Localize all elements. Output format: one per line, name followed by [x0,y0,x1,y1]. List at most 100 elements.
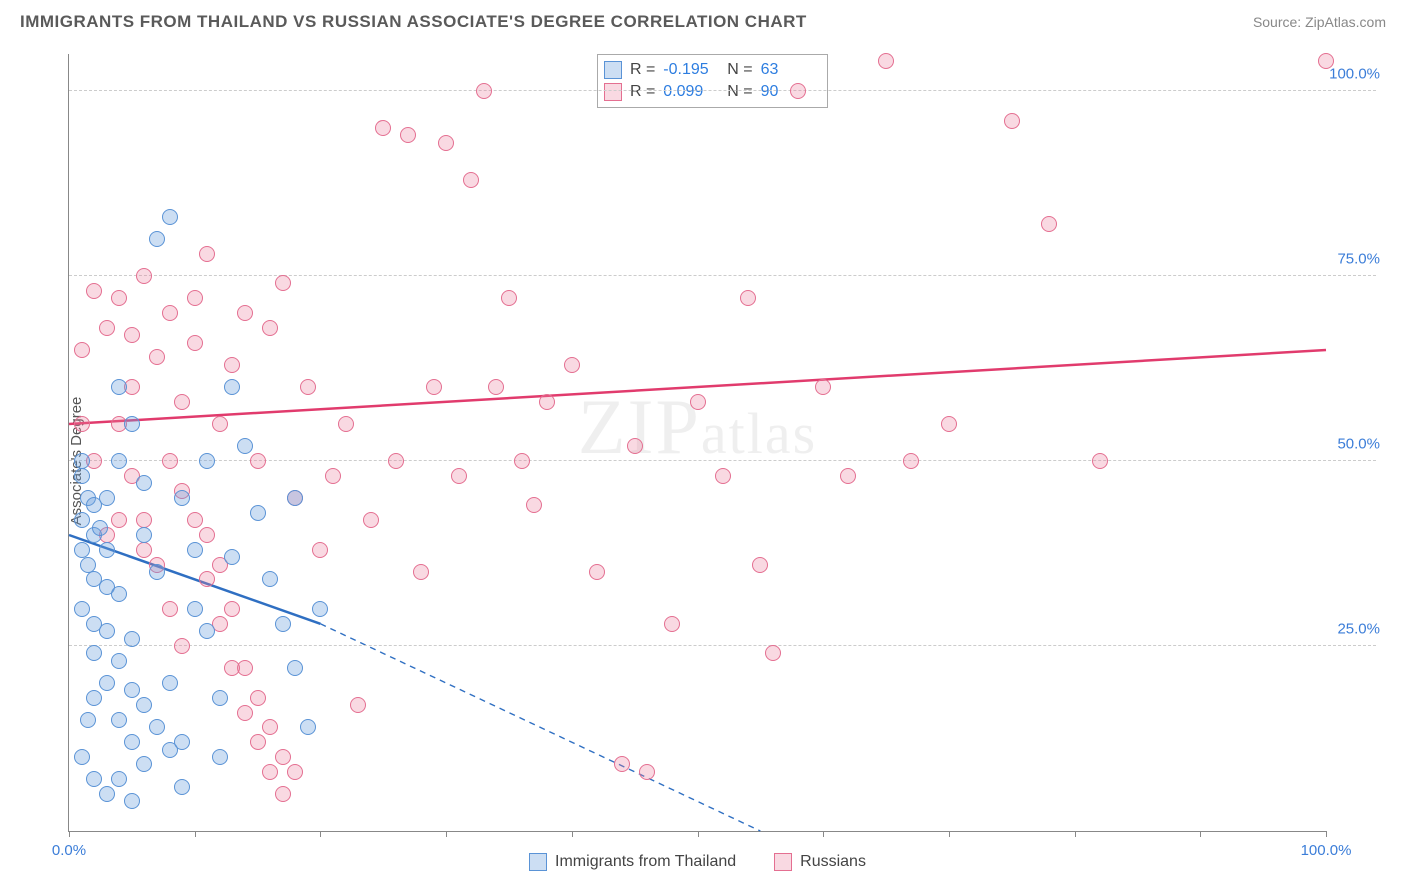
legend-item-s1: Immigrants from Thailand [529,853,736,871]
scatter-point-s1 [124,793,140,809]
scatter-point-s2 [99,320,115,336]
scatter-point-s1 [86,645,102,661]
scatter-point-s2 [451,468,467,484]
bottom-legend: Immigrants from Thailand Russians [69,853,1326,871]
scatter-point-s2 [300,379,316,395]
scatter-point-s1 [111,586,127,602]
gridline-h [69,275,1376,276]
scatter-point-s2 [715,468,731,484]
scatter-point-s2 [1092,453,1108,469]
x-tick [949,831,950,837]
scatter-point-s2 [388,453,404,469]
scatter-point-s1 [224,549,240,565]
scatter-point-s1 [74,542,90,558]
scatter-point-s2 [136,542,152,558]
scatter-point-s1 [99,675,115,691]
scatter-point-s1 [86,690,102,706]
scatter-point-s2 [426,379,442,395]
scatter-point-s2 [639,764,655,780]
scatter-point-s1 [80,490,96,506]
watermark-atlas: atlas [701,401,817,466]
scatter-point-s2 [840,468,856,484]
scatter-point-s1 [74,749,90,765]
scatter-point-s2 [878,53,894,69]
stats-r-label: R = [630,81,655,103]
scatter-point-s2 [99,527,115,543]
scatter-point-s2 [212,616,228,632]
scatter-point-s1 [187,542,203,558]
scatter-point-s2 [375,120,391,136]
scatter-point-s1 [124,682,140,698]
scatter-point-s2 [149,349,165,365]
gridline-h [69,460,1376,461]
scatter-point-s2 [740,290,756,306]
scatter-point-s2 [111,290,127,306]
scatter-point-s2 [325,468,341,484]
x-tick [1326,831,1327,837]
scatter-point-s1 [162,675,178,691]
scatter-point-s1 [74,512,90,528]
scatter-point-s2 [136,268,152,284]
x-tick [446,831,447,837]
scatter-point-s1 [111,653,127,669]
swatch-s2 [604,83,622,101]
scatter-point-s2 [237,660,253,676]
legend-swatch-s2 [774,853,792,871]
scatter-point-s2 [187,335,203,351]
scatter-point-s1 [99,542,115,558]
trend-lines-layer [69,54,1326,831]
scatter-point-s2 [514,453,530,469]
scatter-point-s1 [149,231,165,247]
scatter-point-s2 [124,468,140,484]
scatter-point-s2 [86,453,102,469]
x-tick [69,831,70,837]
y-tick-label: 75.0% [1330,251,1380,268]
scatter-point-s2 [627,438,643,454]
x-tick [1200,831,1201,837]
watermark: ZIPatlas [578,382,817,472]
scatter-point-s1 [74,601,90,617]
scatter-point-s2 [199,527,215,543]
stats-n-label: N = [727,81,752,103]
scatter-point-s1 [111,712,127,728]
scatter-point-s1 [162,209,178,225]
correlation-stats-box: R = -0.195 N = 63 R = 0.099 N = 90 [597,54,828,108]
scatter-point-s1 [86,527,102,543]
legend-label-s2: Russians [800,853,866,871]
scatter-point-s1 [275,616,291,632]
scatter-point-s2 [86,283,102,299]
scatter-point-s2 [765,645,781,661]
scatter-point-s2 [526,497,542,513]
x-tick [698,831,699,837]
scatter-point-s1 [149,564,165,580]
stats-row-s1: R = -0.195 N = 63 [604,59,817,81]
x-tick [195,831,196,837]
scatter-point-s2 [815,379,831,395]
watermark-zip: ZIP [578,383,701,470]
scatter-point-s2 [363,512,379,528]
scatter-point-s2 [237,705,253,721]
stats-n-value-s2: 90 [761,81,817,103]
scatter-point-s2 [275,786,291,802]
scatter-point-s2 [250,734,266,750]
scatter-point-s2 [174,638,190,654]
scatter-point-s2 [275,749,291,765]
scatter-point-s2 [162,601,178,617]
scatter-point-s2 [463,172,479,188]
stats-row-s2: R = 0.099 N = 90 [604,81,817,103]
scatter-point-s1 [99,579,115,595]
scatter-point-s2 [224,357,240,373]
scatter-point-s1 [250,505,266,521]
scatter-point-s2 [752,557,768,573]
scatter-point-s1 [92,520,108,536]
scatter-point-s1 [174,779,190,795]
scatter-point-s1 [136,527,152,543]
scatter-point-s1 [111,453,127,469]
scatter-point-s2 [174,394,190,410]
x-tick [572,831,573,837]
stats-r-label: R = [630,59,655,81]
scatter-point-s1 [224,379,240,395]
scatter-point-s1 [74,468,90,484]
scatter-point-s2 [262,764,278,780]
scatter-point-s2 [1041,216,1057,232]
